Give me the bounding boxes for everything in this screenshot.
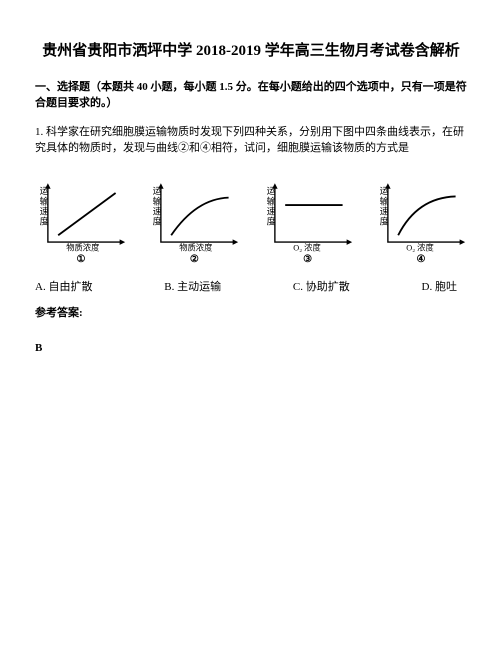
chart-3: 运输速度O₂ 浓度 ③ [262, 177, 354, 267]
option-c: C. 协助扩散 [293, 279, 350, 296]
chart-3-svg: 运输速度O₂ 浓度 [262, 177, 354, 252]
chart-number: ① [77, 252, 86, 267]
chart-2-svg: 运输速度物质浓度 [148, 177, 240, 252]
charts-row: 运输速度物质浓度 ① 运输速度物质浓度 ② 运输速度O₂ 浓度 ③ 运输速度O₂… [35, 177, 467, 267]
svg-text:物质浓度: 物质浓度 [66, 242, 99, 252]
chart-1-svg: 运输速度物质浓度 [35, 177, 127, 252]
svg-text:O₂ 浓度: O₂ 浓度 [293, 242, 320, 252]
chart-number: ④ [417, 252, 426, 267]
option-d: D. 胞吐 [422, 279, 457, 296]
chart-4: 运输速度O₂ 浓度 ④ [375, 177, 467, 267]
answer-text: B [35, 340, 467, 357]
chart-2: 运输速度物质浓度 ② [148, 177, 240, 267]
chart-number: ② [190, 252, 199, 267]
question-text: 1. 科学家在研究细胞膜运输物质时发现下列四种关系，分别用下图中四条曲线表示，在… [35, 124, 467, 157]
option-b: B. 主动运输 [164, 279, 221, 296]
chart-4-svg: 运输速度O₂ 浓度 [375, 177, 467, 252]
chart-1: 运输速度物质浓度 ① [35, 177, 127, 267]
svg-text:物质浓度: 物质浓度 [180, 242, 213, 252]
section-header: 一、选择题（本题共 40 小题，每小题 1.5 分。在每小题给出的四个选项中，只… [35, 79, 467, 112]
page-title: 贵州省贵阳市洒坪中学 2018-2019 学年高三生物月考试卷含解析 [35, 40, 467, 63]
reference-label: 参考答案: [35, 305, 467, 322]
option-a: A. 自由扩散 [35, 279, 92, 296]
options-row: A. 自由扩散 B. 主动运输 C. 协助扩散 D. 胞吐 [35, 279, 467, 296]
chart-number: ③ [303, 252, 312, 267]
svg-text:O₂ 浓度: O₂ 浓度 [406, 242, 433, 252]
